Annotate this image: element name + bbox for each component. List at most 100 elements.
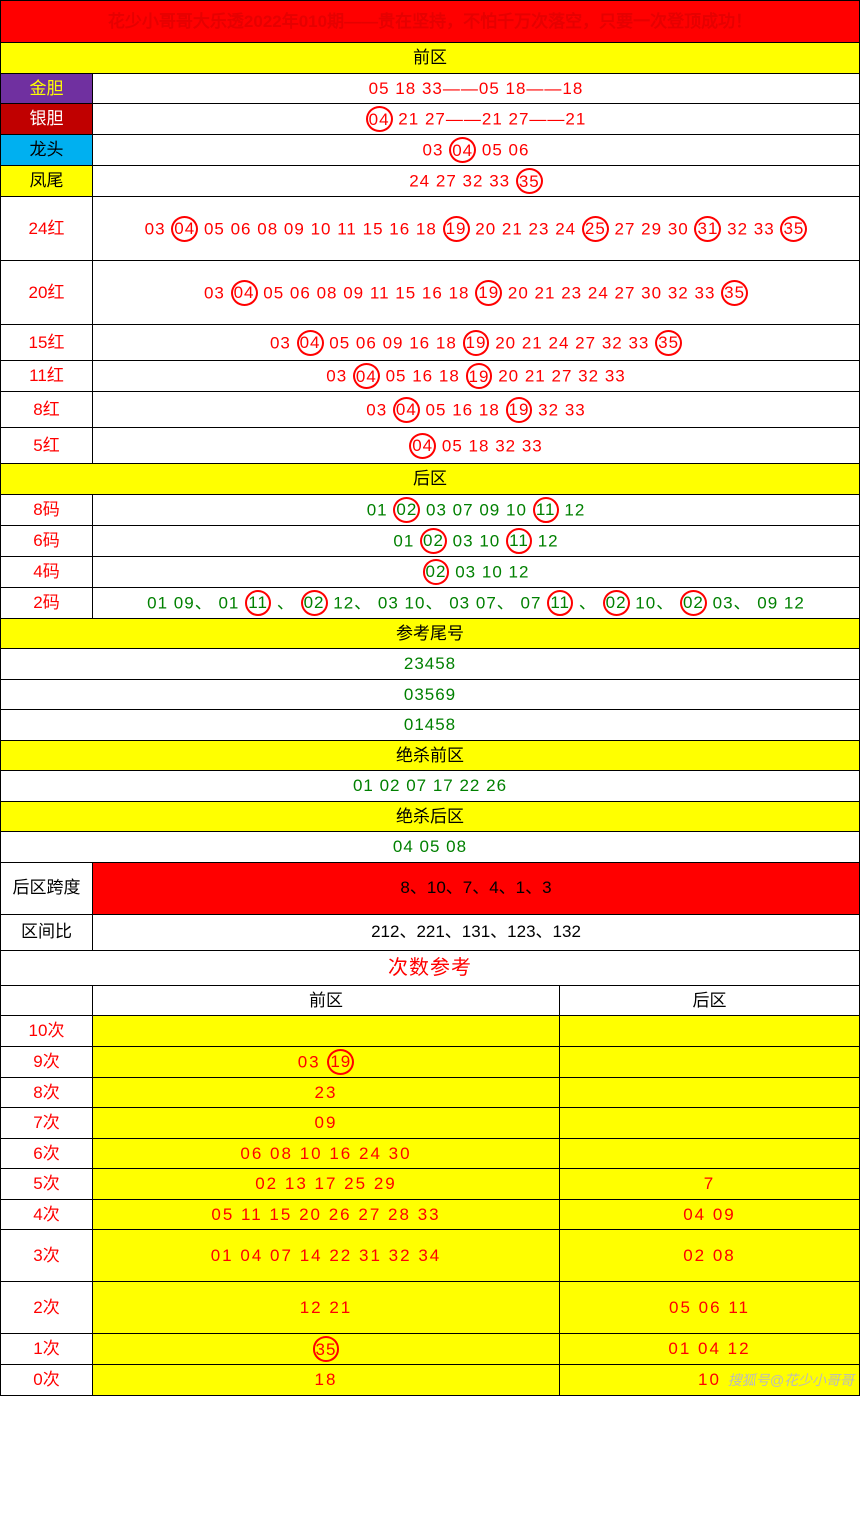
number: 05 [369,79,390,98]
number: 09 [315,1113,338,1132]
number: 01 [367,500,388,519]
row-label: 龙头 [1,135,93,166]
number: 32 [602,333,623,352]
row-label: 6码 [1,525,93,556]
freq-label: 4次 [1,1199,93,1230]
back-section-header: 后区 [1,464,860,495]
kill-back-header: 绝杀后区 [1,801,860,832]
tail-numbers: 23458 [1,649,860,680]
number: 10 [311,219,332,238]
number: 20 [475,219,496,238]
title-row: 花少小哥哥大乐透2022年010期——贵在坚持，不怕千万次落空，只要一次登顶成功… [1,1,860,43]
number: 32 [389,1246,412,1265]
number: 09 [284,219,305,238]
number: 23 [529,219,550,238]
number: 01 [668,1339,691,1358]
number: 29 [374,1174,397,1193]
number: 33 [694,283,715,302]
circled-number: 02 [603,590,630,616]
freq-front-cell: 03 19 [93,1046,560,1077]
number: 03 [270,333,291,352]
number: 14 [300,1246,323,1265]
number: 12 [728,1339,751,1358]
freq-row: 0次1810 [1,1365,860,1396]
number: 10 [300,1144,323,1163]
row-numbers: 05 18 33——05 18——18 [93,73,860,104]
ratio-row: 区间比 212、221、131、123、132 [1,914,860,950]
front-row: 银胆04 21 27——21 27——21 [1,104,860,135]
number: 05 [482,141,503,160]
freq-label: 2次 [1,1282,93,1334]
row-numbers: 03 04 05 06 08 09 11 15 16 18 19 20 21 2… [93,261,860,325]
freq-label: 1次 [1,1334,93,1365]
number: 04 [683,1205,706,1224]
number: 23 [561,283,582,302]
number: 03 [366,400,387,419]
number: 27 [358,1205,381,1224]
circled-number: 35 [313,1336,340,1362]
freq-front-cell: 12 21 [93,1282,560,1334]
freq-subheader-row: 前区 后区 [1,985,860,1016]
freq-label: 6次 [1,1138,93,1169]
number: 02 [255,1174,278,1193]
number: 18 [479,400,500,419]
number: 10 [482,562,503,581]
circled-number: 04 [353,363,380,389]
number: 05 [669,1298,692,1317]
number: 18 [416,219,437,238]
row-label: 金胆 [1,73,93,104]
row-label: 凤尾 [1,166,93,197]
number: 17 [315,1174,338,1193]
tail-section-header: 参考尾号 [1,618,860,649]
row-label: 2码 [1,587,93,618]
number: 27 [615,219,636,238]
circled-number: 02 [301,590,328,616]
number: 07、 [476,593,515,612]
number: 30 [668,219,689,238]
number: 33 [628,333,649,352]
freq-label: 5次 [1,1169,93,1200]
ratio-label: 区间比 [1,914,93,950]
circled-number: 19 [506,397,533,423]
number: 15 [269,1205,292,1224]
number: 08 [317,283,338,302]
number: 07 [270,1246,293,1265]
number: 05 [329,333,350,352]
freq-row: 9次03 19 [1,1046,860,1077]
number: 06 [509,141,530,160]
tail-numbers: 01458 [1,710,860,741]
number: 21 [329,1298,352,1317]
number: 21 [535,283,556,302]
row-numbers: 03 04 05 06 [93,135,860,166]
number: 33 [565,400,586,419]
freq-label: 0次 [1,1365,93,1396]
freq-back-cell [559,1138,859,1169]
circled-number: 35 [780,216,807,242]
number: 16 [389,219,410,238]
ratio-value: 212、221、131、123、132 [93,914,860,950]
circled-number: 25 [582,216,609,242]
number: 20 [498,367,519,386]
circled-number: 02 [393,497,420,523]
freq-front-cell: 35 [93,1334,560,1365]
row-numbers: 24 27 32 33 35 [93,166,860,197]
circled-number: 02 [680,590,707,616]
number: 12、 [333,593,372,612]
number: 28 [388,1205,411,1224]
number: 27 [615,283,636,302]
freq-label: 7次 [1,1108,93,1139]
row-label: 11红 [1,361,93,392]
freq-back-cell: 02 08 [559,1230,859,1282]
tail-row: 01458 [1,710,860,741]
row-label: 24红 [1,197,93,261]
row-numbers: 03 04 05 16 18 19 32 33 [93,392,860,428]
number: 24 [409,172,430,191]
freq-row: 2次12 2105 06 11 [1,1282,860,1334]
front-row: 8红03 04 05 16 18 19 32 33 [1,392,860,428]
circled-number: 11 [547,590,573,616]
row-numbers: 01 02 03 10 11 12 [93,525,860,556]
number: 18 [315,1370,338,1389]
freq-front-cell: 02 13 17 25 29 [93,1169,560,1200]
span-label: 后区跨度 [1,862,93,914]
circled-number: 02 [420,528,447,554]
